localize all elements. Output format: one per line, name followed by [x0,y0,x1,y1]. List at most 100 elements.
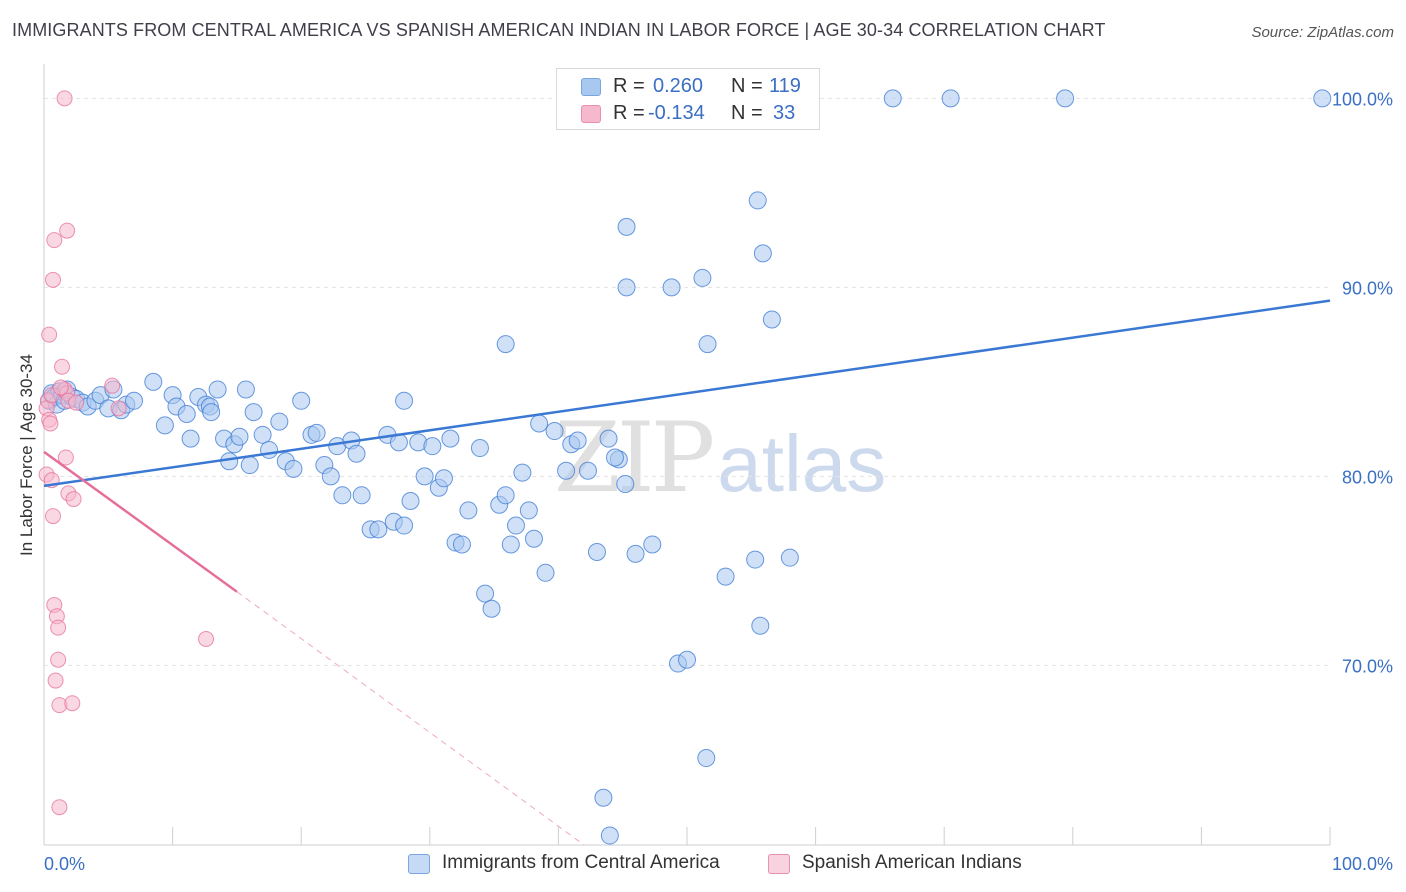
data-point-spanish-american-indian [51,799,68,816]
data-point-central-america [401,491,420,510]
data-point-central-america [748,191,767,210]
data-point-central-america [240,456,259,475]
legend-r-value: -0.134 [648,102,705,124]
data-point-central-america [697,749,716,768]
data-point-central-america [155,416,174,435]
data-point-central-america [441,429,460,448]
data-point-spanish-american-indian [54,358,71,375]
data-point-spanish-american-indian [45,271,62,288]
data-point-central-america [617,278,636,297]
data-point-central-america [260,440,279,459]
data-point-central-america [501,535,520,554]
data-point-central-america [762,310,781,329]
data-point-central-america [605,448,624,467]
y-axis-label: In Labor Force | Age 30-34 [17,354,36,556]
data-point-central-america [284,459,303,478]
data-point-central-america [524,529,543,548]
data-point-central-america [434,469,453,488]
data-point-central-america [678,650,696,669]
data-point-central-america [125,391,144,410]
data-point-central-america [292,391,311,410]
y-tick-label: 70.0% [1342,656,1393,676]
data-point-central-america [600,826,619,845]
y-tick-label: 90.0% [1342,278,1393,298]
data-point-central-america [643,535,662,554]
data-point-central-america [662,278,681,297]
data-point-spanish-american-indian [45,508,62,525]
data-point-central-america [530,414,549,433]
data-point-spanish-american-indian [52,379,69,396]
chart-title: IMMIGRANTS FROM CENTRAL AMERICA VS SPANI… [12,20,1106,40]
legend-row-pink: R = -0.134 N = 33 [557,100,821,128]
legend-row-blue: R = 0.260 N = 119 [557,73,821,101]
data-point-central-america [716,567,735,586]
data-point-central-america [693,268,712,287]
trendline-extension [236,591,585,846]
legend-n-value: 119 [769,75,801,97]
data-point-central-america [415,467,434,486]
bottom-legend-label-blue: Immigrants from Central America [442,852,720,873]
data-point-central-america [594,788,613,807]
data-point-central-america [616,474,635,493]
bottom-legend-label-pink: Spanish American Indians [802,852,1022,873]
data-point-spanish-american-indian [104,377,121,394]
data-point-central-america [177,405,196,424]
data-point-central-america [208,380,227,399]
x-tick-label: 0.0% [44,854,85,874]
legend-swatch-pink [581,105,601,123]
legend-r-label: R = [613,102,645,124]
data-point-spanish-american-indian [47,672,64,689]
data-point-central-america [253,425,272,444]
data-point-central-america [236,380,255,399]
data-point-central-america [599,429,618,448]
data-point-central-america [587,543,606,562]
data-point-central-america [333,486,352,505]
data-point-central-america [496,486,515,505]
correlation-legend: R = 0.260 N = 119 R = -0.134 N = 33 [556,68,820,130]
data-point-central-america [144,372,163,391]
data-point-central-america [244,403,263,422]
data-point-central-america [557,461,576,480]
y-tick-label: 80.0% [1342,467,1393,487]
data-point-central-america [307,423,326,442]
data-point-central-america [751,616,770,635]
data-point-central-america [617,217,636,236]
data-point-spanish-american-indian [41,326,58,343]
data-point-central-america [470,439,489,458]
data-point-central-america [1056,89,1075,108]
trendline [43,299,1331,488]
data-point-central-america [519,501,538,520]
source-label: Source: ZipAtlas.com [1251,24,1394,41]
data-point-central-america [883,89,902,108]
data-point-spanish-american-indian [68,394,85,411]
data-point-spanish-american-indian [65,491,82,508]
data-point-central-america [780,548,799,567]
data-point-central-america [941,89,960,108]
x-tick-label: 100.0% [1332,854,1393,874]
data-point-spanish-american-indian [64,695,81,712]
data-point-central-america [181,429,200,448]
legend-n-label: N = [731,75,763,97]
data-point-spanish-american-indian [198,630,215,647]
data-point-spanish-american-indian [42,415,59,432]
data-point-central-america [506,516,525,535]
data-point-central-america [347,444,366,463]
legend-n-label: N = [731,102,763,124]
y-tick-label: 100.0% [1332,89,1393,109]
data-point-central-america [1313,89,1332,108]
bottom-legend-swatch-blue [408,854,430,874]
data-point-central-america [369,520,388,539]
data-point-central-america [746,550,765,569]
data-point-central-america [496,335,515,354]
data-point-central-america [568,431,587,450]
data-point-spanish-american-indian [59,222,76,239]
legend-r-label: R = [613,75,645,97]
data-point-central-america [459,501,478,520]
legend-r-value: 0.260 [653,75,704,97]
legend-n-value: 33 [773,102,796,124]
data-point-central-america [476,584,495,603]
data-point-central-america [395,391,414,410]
data-point-central-america [578,461,597,480]
data-point-central-america [352,486,371,505]
